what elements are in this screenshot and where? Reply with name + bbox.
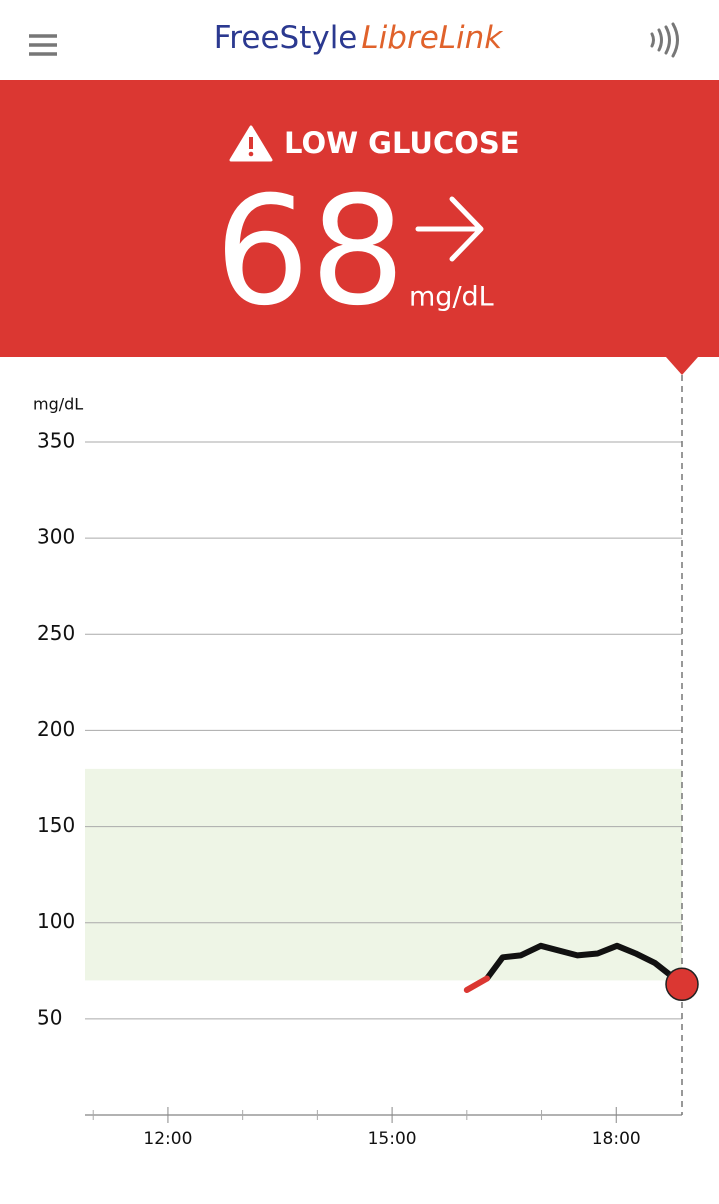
y-tick-label: 250 (37, 621, 75, 645)
alert-banner (0, 80, 719, 357)
glucose-chart: 50 100 150 200 250 300 350 12:00 15:00 18:00 (37, 375, 699, 1149)
glucose-line (463, 975, 490, 994)
current-reading (665, 967, 699, 1001)
scan-button[interactable] (650, 22, 679, 58)
wave (657, 28, 663, 52)
alert-title: LOW GLUCOSE (284, 126, 520, 160)
y-tick-label: 100 (37, 909, 75, 933)
wave (650, 32, 655, 48)
wave (664, 25, 671, 55)
warning-icon (229, 125, 273, 162)
y-tick-label: 300 (37, 525, 75, 549)
glucose-value: 68 (215, 165, 406, 339)
glucose-line (483, 942, 685, 988)
app-bar (0, 0, 719, 80)
menu-button[interactable] (29, 34, 57, 56)
brand: FreeStyle LibreLink (214, 20, 504, 56)
x-tick-label: 12:00 (143, 1129, 192, 1149)
y-tick-label: 150 (37, 813, 75, 837)
target-range (85, 768, 682, 981)
banner-pointer (666, 357, 698, 375)
arrow-head (449, 196, 484, 262)
y-tick-label: 50 (37, 1005, 62, 1029)
x-tick-label: 18:00 (592, 1129, 641, 1149)
x-tick-label: 15:00 (368, 1129, 417, 1149)
brand-librelink: LibreLink (361, 20, 503, 56)
trend-arrow (415, 196, 484, 262)
glucose-unit: mg/dL (409, 282, 494, 313)
y-tick-label: 350 (37, 429, 75, 453)
brand-freestyle: FreeStyle (214, 20, 358, 56)
y-axis-label: mg/dL (33, 395, 83, 414)
warning-dot (248, 151, 254, 157)
wave (671, 22, 679, 58)
warning-bar (249, 137, 253, 149)
y-tick-label: 200 (37, 717, 75, 741)
